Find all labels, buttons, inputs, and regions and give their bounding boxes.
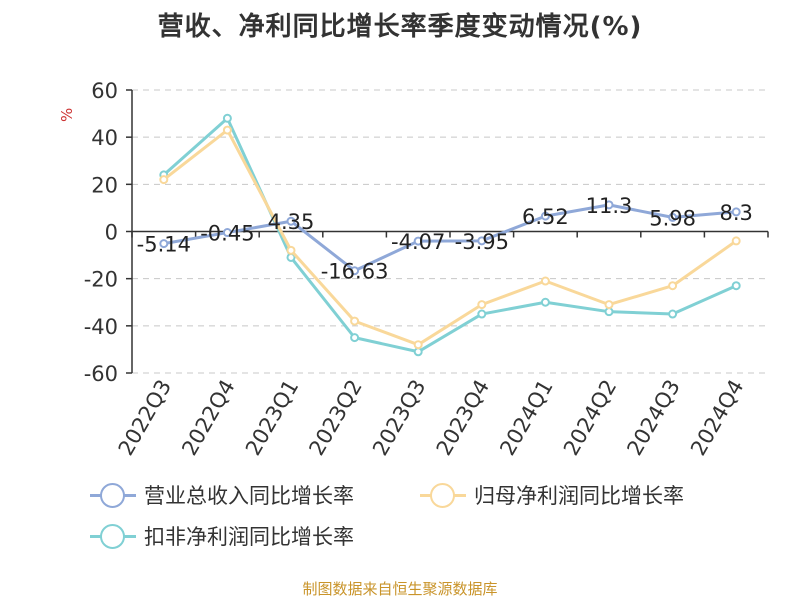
- legend-item-revenue[interactable]: 营业总收入同比增长率: [90, 480, 354, 510]
- data-point: [731, 236, 741, 246]
- y-tick-label: 40: [91, 126, 118, 150]
- legend-net-profit-label: 归母净利润同比增长率: [474, 484, 684, 508]
- data-point: [286, 245, 296, 255]
- x-tick-label: 2024Q3: [622, 376, 684, 460]
- series-line: [162, 128, 738, 347]
- data-point: [668, 212, 678, 222]
- x-tick-label: 2023Q4: [432, 376, 494, 460]
- data-point: [604, 307, 614, 317]
- data-point: [222, 228, 232, 238]
- series-line: [163, 203, 737, 273]
- data-label: -0.45: [200, 222, 254, 246]
- legend-item-net-profit[interactable]: 归母净利润同比增长率: [420, 480, 684, 510]
- x-tick-label: 2022Q3: [114, 376, 176, 460]
- data-point: [222, 113, 232, 123]
- data-point: [350, 333, 360, 343]
- data-label: 4.35: [268, 210, 315, 234]
- legend-item-deducted-net-profit[interactable]: 扣非净利润同比增长率: [90, 521, 354, 551]
- data-point: [159, 239, 169, 249]
- data-point: [350, 316, 360, 326]
- y-tick-label: 20: [91, 173, 118, 197]
- x-tick-label: 2024Q1: [495, 376, 557, 460]
- legend-deducted-marker-icon: [90, 523, 136, 549]
- data-point: [604, 300, 614, 310]
- y-tick-label: -40: [84, 315, 118, 339]
- x-tick-label: 2023Q2: [304, 376, 366, 460]
- data-point: [540, 211, 550, 221]
- data-point: [413, 347, 423, 357]
- data-point: [222, 125, 232, 135]
- legend-net-profit-marker-icon: [420, 482, 466, 508]
- data-point: [286, 216, 296, 226]
- x-tick-label: 2023Q3: [368, 376, 430, 460]
- data-label: -16.63: [321, 260, 389, 284]
- data-label: -3.95: [455, 230, 509, 254]
- data-point: [604, 200, 614, 210]
- data-label: 11.3: [586, 194, 633, 218]
- data-point: [540, 276, 550, 286]
- legend-deducted-label: 扣非净利润同比增长率: [144, 525, 354, 549]
- chart-title: 营收、净利同比增长率季度变动情况(%): [157, 12, 643, 42]
- y-tick-label: -60: [84, 362, 118, 386]
- data-label: -5.14: [137, 233, 191, 257]
- x-tick-label: 2024Q4: [686, 376, 748, 460]
- data-point: [731, 207, 741, 217]
- y-tick-label: -20: [84, 268, 118, 292]
- x-tick-label: 2023Q1: [241, 376, 303, 460]
- data-point: [413, 236, 423, 246]
- data-point: [413, 340, 423, 350]
- data-point: [477, 300, 487, 310]
- data-point: [668, 309, 678, 319]
- legend-revenue-label: 营业总收入同比增长率: [144, 484, 354, 508]
- y-tick-label: 0: [105, 221, 118, 245]
- data-point: [477, 236, 487, 246]
- data-label: 6.52: [522, 205, 569, 229]
- data-point: [477, 309, 487, 319]
- x-tick-label: 2022Q4: [177, 376, 239, 460]
- data-point: [350, 266, 360, 276]
- data-point: [668, 281, 678, 291]
- legend-revenue-marker-icon: [90, 482, 136, 508]
- data-point: [540, 297, 550, 307]
- source-note: 制图数据来自恒生聚源数据库: [302, 580, 498, 598]
- x-tick-label: 2024Q2: [559, 376, 621, 460]
- data-label: 5.98: [649, 206, 696, 230]
- data-point: [731, 281, 741, 291]
- data-label: 8.3: [719, 201, 752, 225]
- data-point: [159, 175, 169, 185]
- y-tick-label: 60: [91, 79, 118, 103]
- data-label: -4.07: [391, 230, 445, 254]
